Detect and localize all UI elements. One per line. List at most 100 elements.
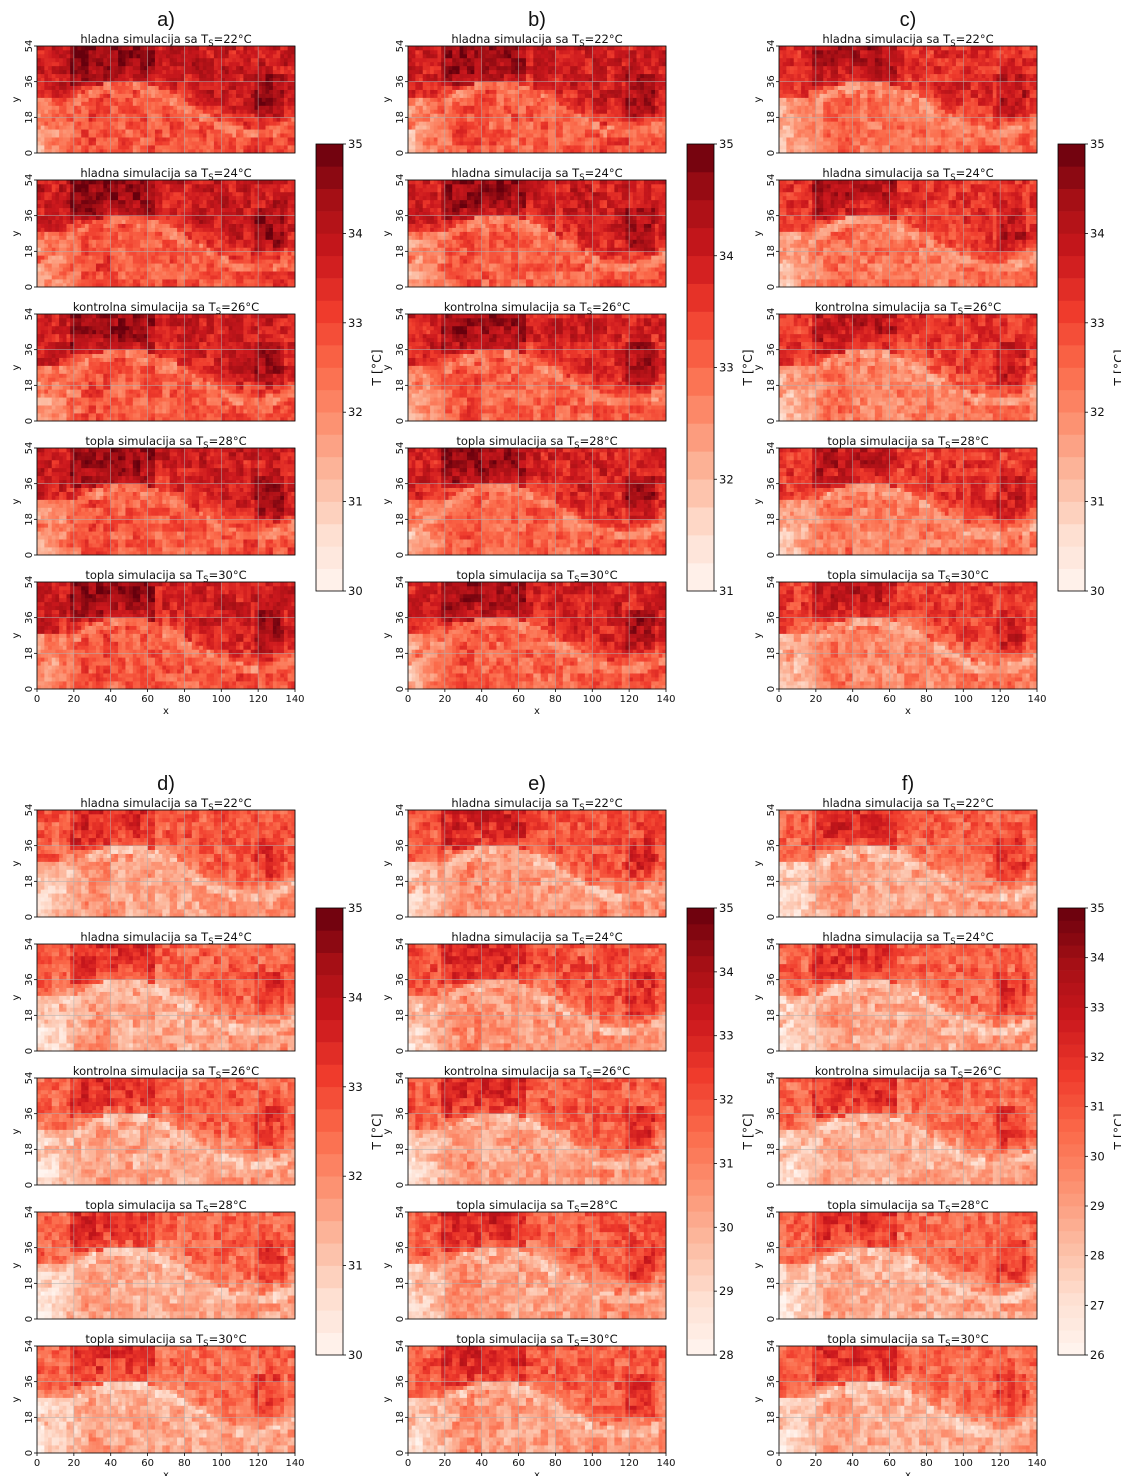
colorbar-band — [1058, 569, 1085, 592]
colorbar-band — [316, 1064, 343, 1087]
colorbar-label: T [°C] — [1111, 349, 1121, 386]
y-tick-label: 54 — [24, 1072, 35, 1085]
x-tick-label: 100 — [583, 1458, 602, 1469]
colorbar-tick-label: 32 — [1090, 405, 1105, 419]
colorbar-tick-label: 34 — [1090, 226, 1105, 240]
colorbar-band — [1058, 1007, 1085, 1020]
y-tick-label: 18 — [395, 111, 406, 124]
colorbar-band — [316, 1243, 343, 1266]
y-tick-label: 36 — [766, 209, 777, 222]
y-tick-label: 18 — [395, 647, 406, 660]
colorbar-band — [1058, 211, 1085, 234]
colorbar-band — [687, 1211, 714, 1227]
colorbar-band — [316, 997, 343, 1020]
y-tick-label: 36 — [766, 1375, 777, 1388]
y-tick-label: 36 — [24, 1241, 35, 1254]
y-axis-label: y — [382, 1396, 393, 1402]
colorbar-band — [1058, 970, 1085, 983]
y-tick-label: 54 — [395, 442, 406, 455]
colorbar-band — [316, 457, 343, 480]
y-axis-label: y — [753, 860, 764, 866]
y-tick-label: 18 — [24, 1009, 35, 1022]
y-tick-label: 0 — [395, 418, 406, 424]
y-tick-label: 36 — [24, 611, 35, 624]
colorbar-band — [687, 1259, 714, 1275]
y-tick-label: 36 — [395, 839, 406, 852]
y-tick-label: 36 — [395, 611, 406, 624]
y-tick-label: 36 — [395, 343, 406, 356]
colorbar-band — [687, 1147, 714, 1163]
colorbar-band — [687, 1116, 714, 1132]
y-tick-label: 54 — [24, 576, 35, 589]
colorbar-band — [1058, 1281, 1085, 1294]
colorbar-band — [1058, 1144, 1085, 1157]
colorbar-band — [316, 1132, 343, 1155]
x-tick-label: 100 — [583, 694, 602, 705]
y-tick-label: 0 — [766, 552, 777, 558]
colorbar-band — [1058, 524, 1085, 547]
y-axis-label: y — [753, 1262, 764, 1268]
heatmap-cells — [779, 1078, 1037, 1185]
colorbar-band — [316, 390, 343, 413]
colorbar-band — [316, 1020, 343, 1043]
colorbar-tick-label: 32 — [1090, 1050, 1105, 1064]
x-tick-label: 120 — [991, 694, 1010, 705]
colorbar-band — [316, 278, 343, 301]
colorbar-band — [687, 1068, 714, 1084]
x-tick-label: 100 — [212, 1458, 231, 1469]
heatmap-cells — [37, 46, 295, 153]
y-tick-label: 36 — [24, 75, 35, 88]
heatmap-cells — [408, 944, 666, 1051]
colorbar-band — [316, 300, 343, 323]
y-axis-label: y — [11, 994, 22, 1000]
x-tick-label: 0 — [34, 1458, 40, 1469]
y-axis-label: y — [753, 994, 764, 1000]
y-tick-label: 18 — [24, 513, 35, 526]
colorbar-band — [1058, 1082, 1085, 1095]
heatmap-cells — [37, 314, 295, 421]
colorbar-band — [316, 211, 343, 234]
colorbar-band — [1058, 502, 1085, 525]
heatmap-cells — [779, 1212, 1037, 1319]
colorbar-band — [1058, 1156, 1085, 1169]
heatmap-cells — [408, 448, 666, 555]
y-tick-label: 0 — [766, 418, 777, 424]
x-tick-label: 20 — [67, 1458, 80, 1469]
heatmap-cells — [779, 180, 1037, 287]
y-axis-label: y — [382, 96, 393, 102]
y-tick-label: 36 — [395, 1241, 406, 1254]
colorbar-band — [687, 1132, 714, 1148]
y-tick-label: 0 — [24, 150, 35, 156]
colorbar-band — [316, 479, 343, 502]
x-tick-label: 120 — [249, 1458, 268, 1469]
x-tick-label: 120 — [249, 694, 268, 705]
colorbar-band — [1058, 412, 1085, 435]
colorbar-band — [687, 1227, 714, 1243]
x-axis-label: x — [905, 1470, 911, 1476]
y-tick-label: 36 — [766, 75, 777, 88]
colorbar-band — [1058, 390, 1085, 413]
colorbar-tick-label: 29 — [719, 1284, 734, 1298]
colorbar-tick-label: 31 — [348, 495, 363, 509]
x-tick-label: 100 — [212, 694, 231, 705]
y-axis-label: y — [11, 1262, 22, 1268]
colorbar-band — [1058, 300, 1085, 323]
y-tick-label: 0 — [24, 418, 35, 424]
heatmap-cells — [408, 582, 666, 689]
colorbar-tick-label: 35 — [1090, 901, 1105, 915]
colorbar-band — [1058, 233, 1085, 256]
colorbar-band — [316, 189, 343, 212]
y-tick-label: 18 — [395, 245, 406, 258]
colorbar-band — [687, 172, 714, 200]
colorbar-band — [687, 368, 714, 396]
y-tick-label: 0 — [24, 1048, 35, 1054]
